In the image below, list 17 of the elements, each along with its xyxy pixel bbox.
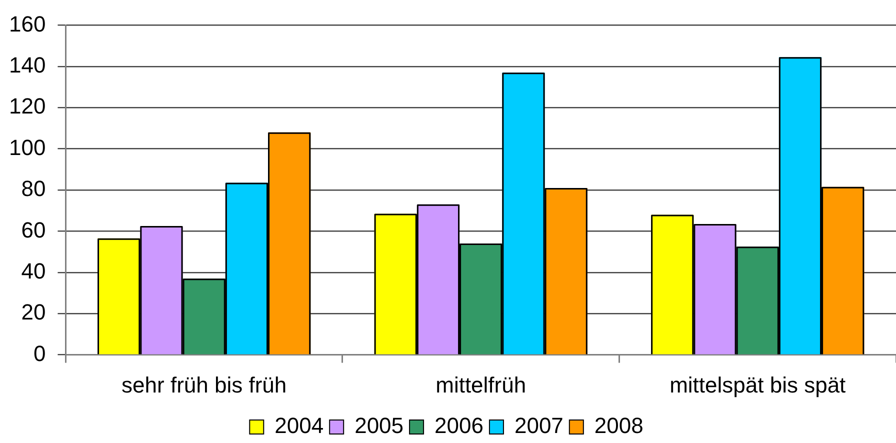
y-tick-label: 80 — [21, 176, 46, 202]
y-tick-label: 160 — [8, 11, 46, 36]
y-tick-label: 120 — [8, 94, 46, 119]
legend-label: 2004 — [274, 413, 324, 438]
legend-label: 2007 — [514, 413, 564, 438]
legend-label: 2005 — [354, 413, 404, 438]
x-tick-label: mittelfrüh — [436, 372, 526, 398]
x-tick-label: mittelspät bis spät — [670, 372, 846, 398]
y-tick-label: 140 — [8, 52, 46, 78]
y-tick-label: 60 — [21, 217, 46, 242]
y-tick-label: 100 — [8, 134, 46, 160]
y-tick-label: 40 — [21, 258, 46, 284]
legend-label: 2008 — [594, 413, 644, 438]
x-tick-label: sehr früh bis früh — [122, 372, 287, 398]
y-tick-label: 20 — [21, 300, 46, 325]
y-tick-label: 0 — [33, 340, 46, 366]
legend-label: 2006 — [434, 413, 484, 438]
